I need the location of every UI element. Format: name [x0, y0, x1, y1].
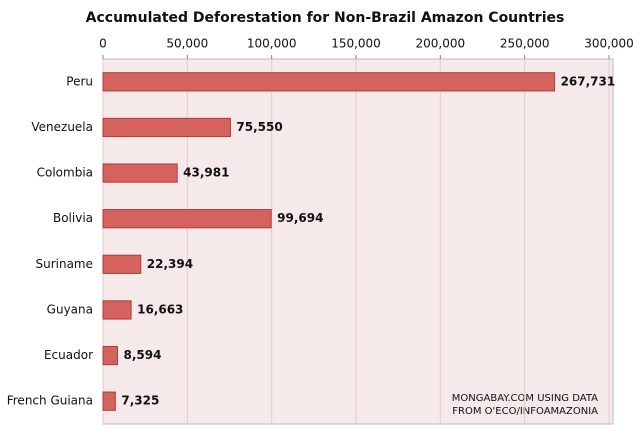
- bar: [102, 209, 272, 229]
- value-label: 8,594: [123, 348, 161, 362]
- value-label: 22,394: [147, 257, 193, 271]
- y-tick-label: Ecuador: [44, 348, 93, 362]
- x-tick-label: 0: [99, 37, 107, 51]
- bar: [102, 345, 118, 366]
- y-tick-label: French Guiana: [7, 394, 93, 408]
- annotation: FROM O'ECO/INFOAMAZONIA: [452, 406, 598, 417]
- chart-title: Accumulated Deforestation for Non-Brazil…: [86, 10, 565, 26]
- y-tick-label: Venezuela: [31, 120, 93, 134]
- bar: [102, 117, 231, 138]
- y-tick-label: Suriname: [35, 257, 93, 271]
- plot-area: [102, 58, 614, 425]
- value-label: 99,694: [277, 211, 323, 225]
- x-tick-label: 50,000: [166, 37, 208, 51]
- value-label: 16,663: [137, 302, 183, 316]
- value-label: 75,550: [236, 120, 282, 134]
- bar: [102, 391, 116, 411]
- bar: [102, 163, 178, 183]
- bar: [102, 300, 132, 320]
- x-tick-label: 300,000: [584, 37, 634, 51]
- y-tick-label: Guyana: [47, 302, 93, 316]
- x-tick-label: 100,000: [247, 37, 297, 51]
- value-label: 7,325: [121, 394, 159, 408]
- x-tick-label: 250,000: [500, 37, 550, 51]
- value-label: 43,981: [183, 166, 229, 180]
- bar: [102, 254, 142, 274]
- y-tick-label: Peru: [66, 74, 93, 88]
- x-tick-label: 150,000: [331, 37, 381, 51]
- x-tick-label: 200,000: [416, 37, 466, 51]
- value-label: 267,731: [561, 74, 616, 88]
- bar: [102, 72, 556, 92]
- y-tick-label: Bolivia: [53, 211, 93, 225]
- y-tick-label: Colombia: [37, 166, 93, 180]
